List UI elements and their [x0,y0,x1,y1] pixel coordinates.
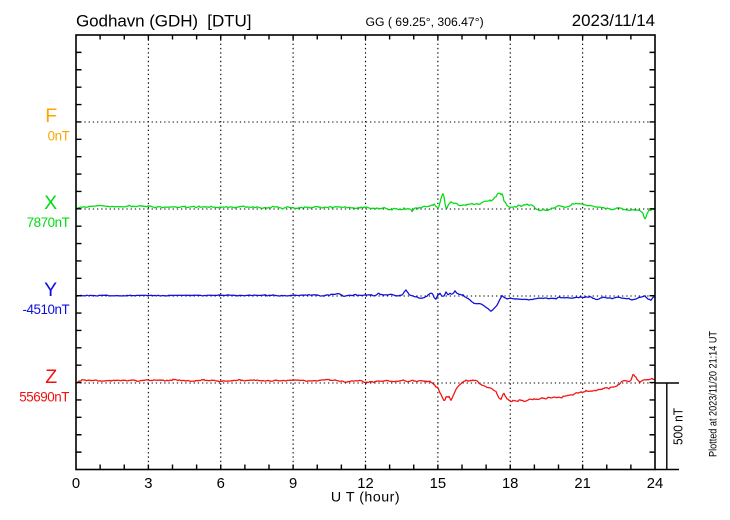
svg-text:-4510nT: -4510nT [22,302,69,317]
svg-text:F: F [45,105,57,127]
svg-text:12: 12 [357,476,373,492]
svg-text:500 nT: 500 nT [671,408,686,445]
svg-text:3: 3 [144,476,152,492]
svg-text:GG ( 69.25°, 306.47°): GG ( 69.25°, 306.47°) [366,15,484,29]
svg-text:Plotted at 2023/11/20 21:14 UT: Plotted at 2023/11/20 21:14 UT [708,331,720,457]
svg-text:Godhavn (GDH) [DTU]: Godhavn (GDH) [DTU] [76,11,251,30]
svg-text:0nT: 0nT [48,128,70,143]
svg-text:6: 6 [217,476,225,492]
svg-text:9: 9 [289,476,297,492]
svg-text:15: 15 [430,476,446,492]
svg-text:18: 18 [502,476,518,492]
svg-text:21: 21 [574,476,590,492]
svg-text:0: 0 [72,476,80,492]
svg-text:Z: Z [45,366,57,388]
svg-text:7870nT: 7870nT [27,215,70,230]
svg-text:55690nT: 55690nT [19,389,69,404]
svg-text:Y: Y [44,279,57,301]
svg-text:U T (hour): U T (hour) [331,490,400,506]
svg-text:X: X [44,192,57,214]
svg-text:24: 24 [647,476,663,492]
svg-text:2023/11/14: 2023/11/14 [572,11,655,30]
